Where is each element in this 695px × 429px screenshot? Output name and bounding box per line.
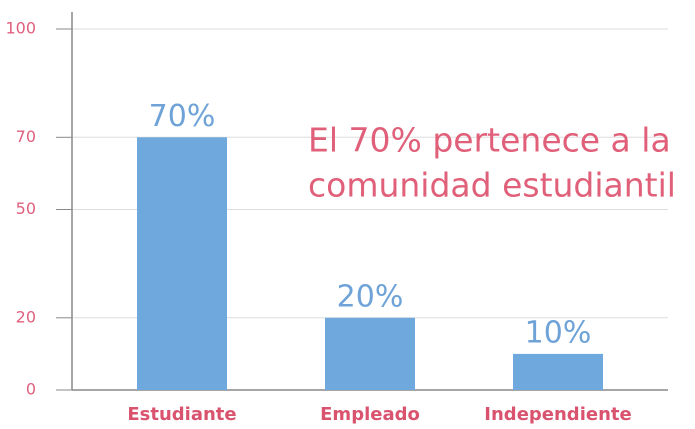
annotation: El 70% pertenece a la — [308, 121, 671, 160]
bar — [137, 137, 227, 390]
bar — [325, 317, 415, 390]
y-tick-label: 100 — [5, 19, 36, 38]
value-label: 20% — [337, 279, 404, 314]
y-tick-label: 0 — [26, 380, 36, 399]
annotation: comunidad estudiantil — [308, 166, 676, 205]
x-tick-label: Independiente — [484, 404, 631, 425]
y-tick-label: 20 — [16, 307, 36, 326]
value-label: 10% — [525, 315, 592, 350]
y-tick-label: 50 — [16, 199, 36, 218]
y-tick-label: 70 — [16, 127, 36, 146]
bar — [513, 353, 603, 390]
x-tick-label: Estudiante — [127, 404, 236, 425]
x-tick-label: Empleado — [320, 404, 420, 425]
value-label: 70% — [149, 99, 216, 134]
